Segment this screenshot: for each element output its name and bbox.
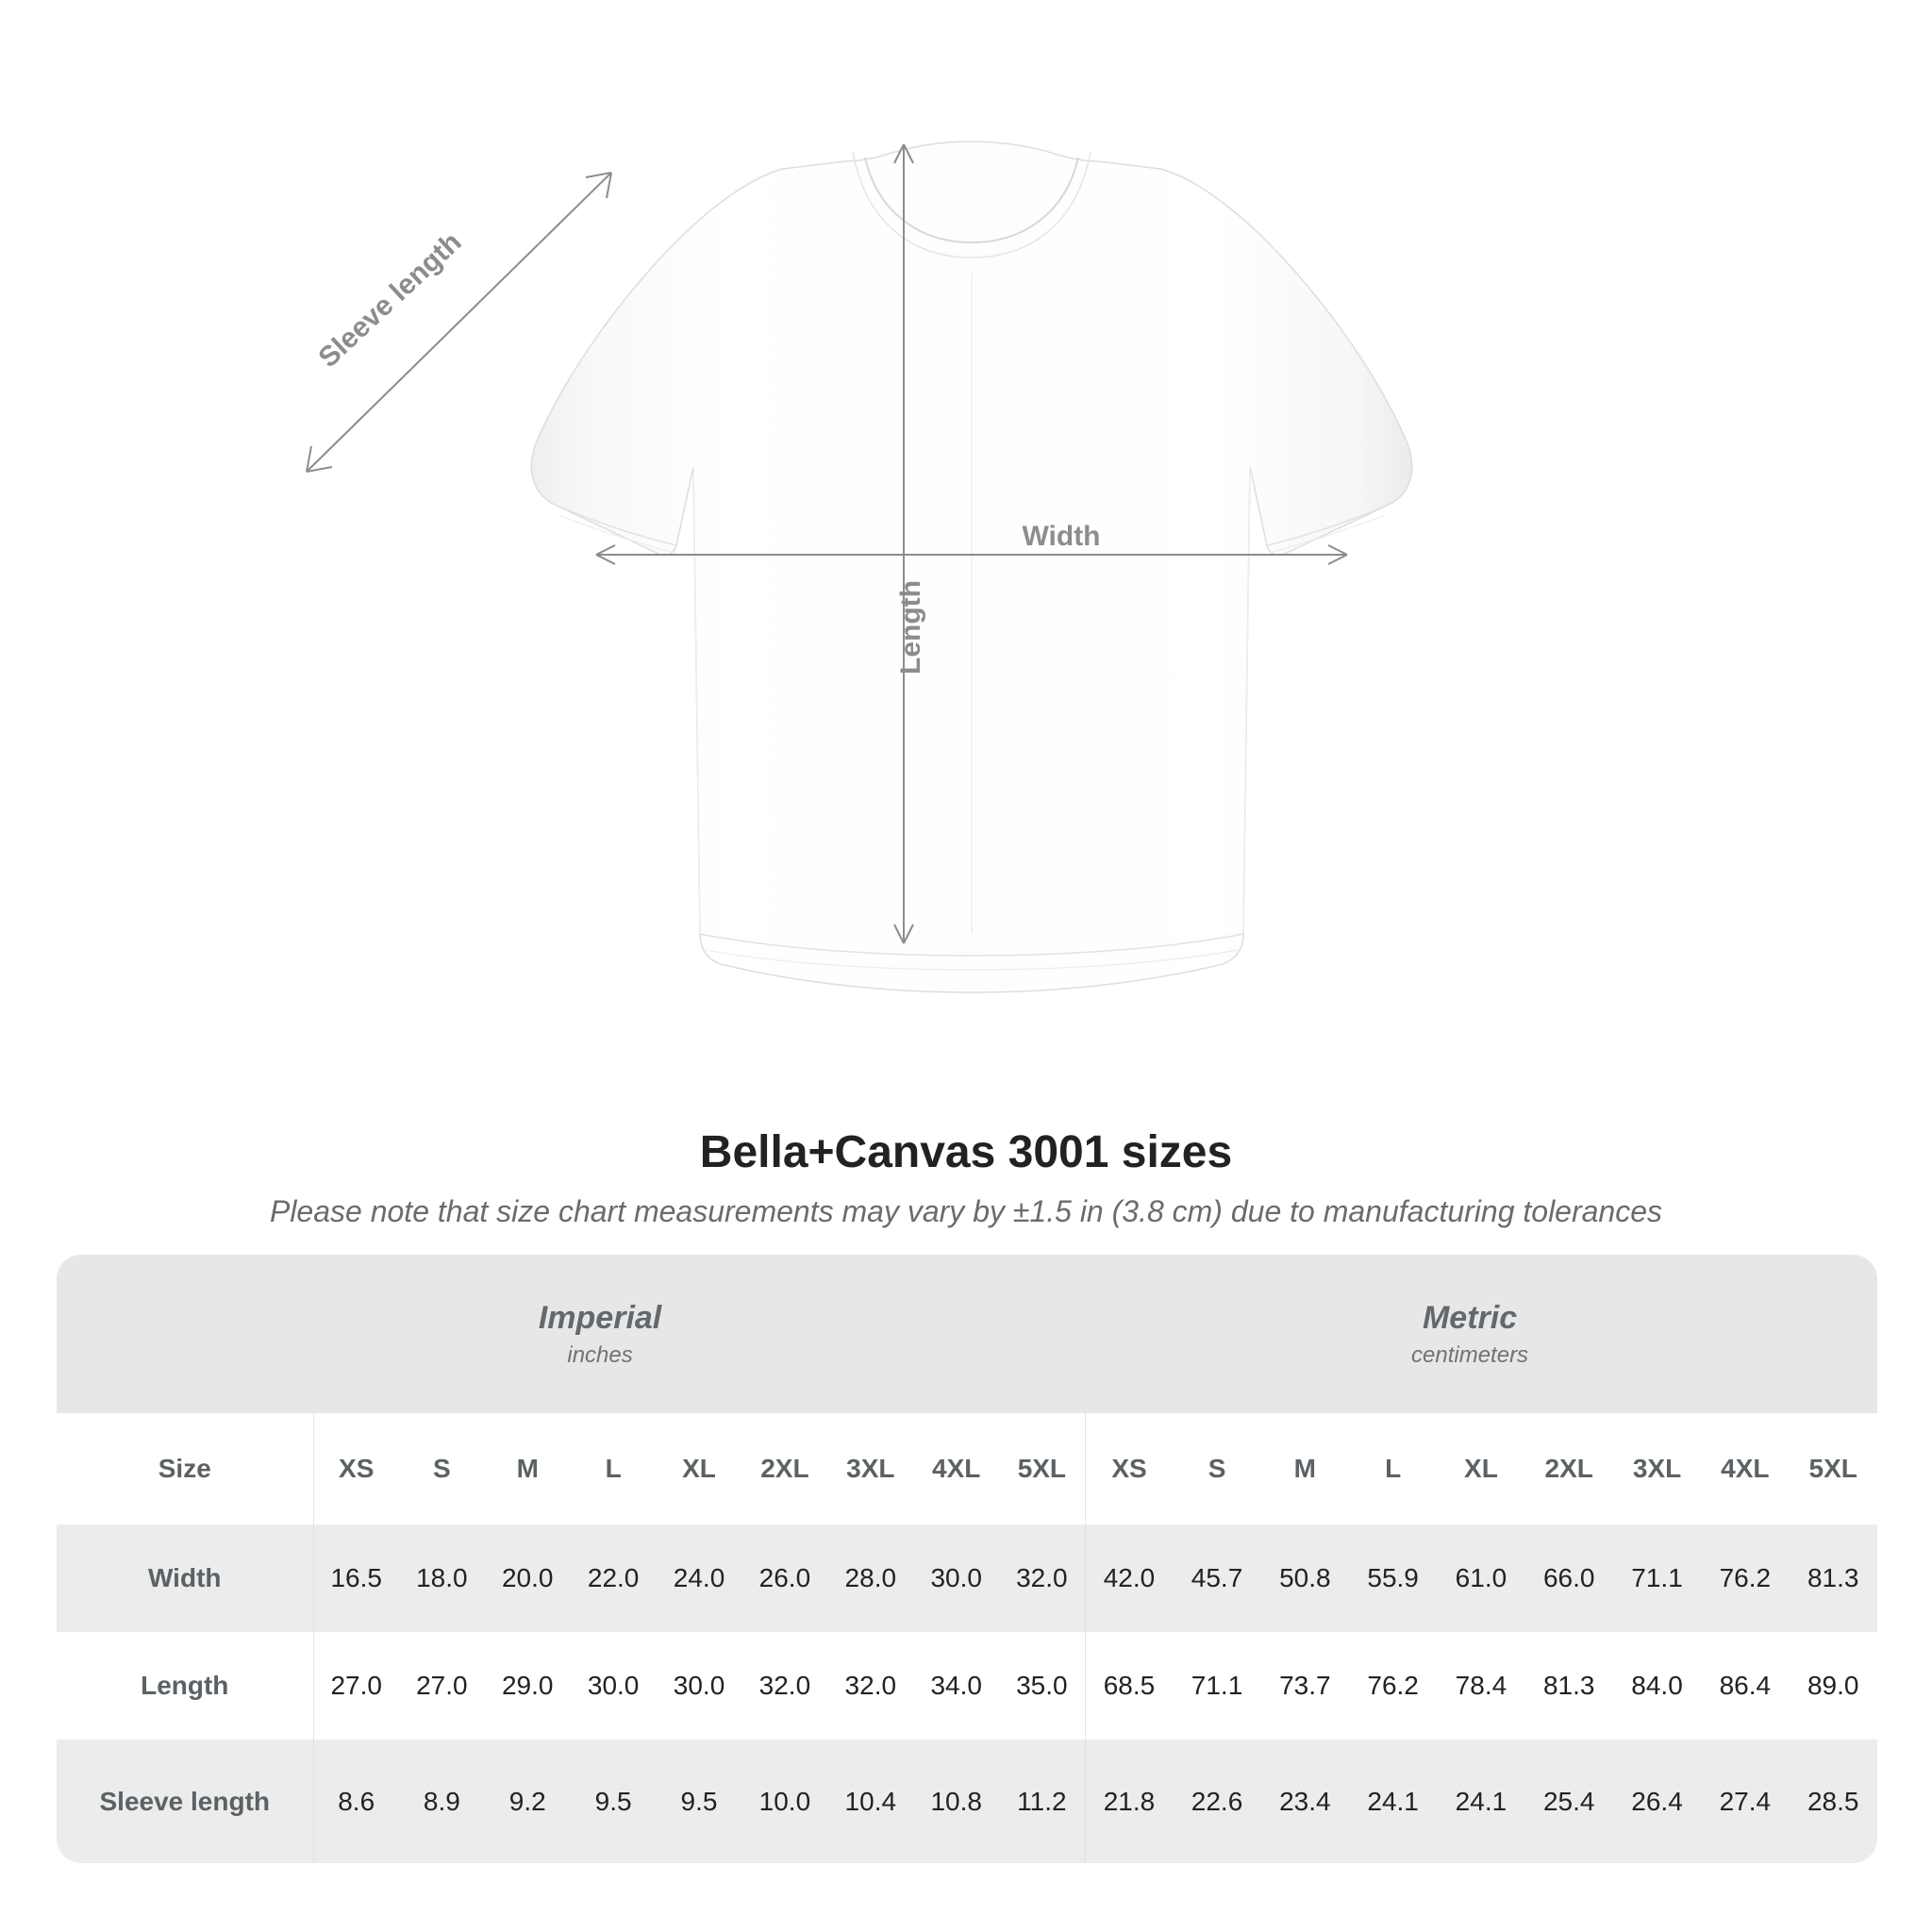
svg-text:Width: Width <box>1022 521 1100 552</box>
svg-text:Sleeve length: Sleeve length <box>313 226 468 374</box>
svg-text:Length: Length <box>895 580 926 675</box>
